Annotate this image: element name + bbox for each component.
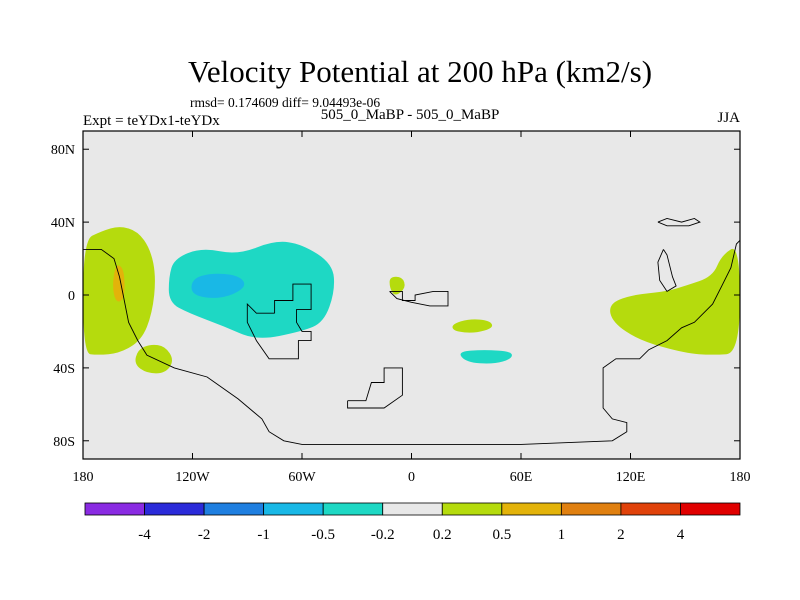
positive-anomaly-indian-ocean xyxy=(452,319,493,333)
case-label: 505_0_MaBP - 505_0_MaBP xyxy=(321,107,500,123)
x-tick-label: 0 xyxy=(408,470,415,485)
colorbar-swatch xyxy=(680,502,741,516)
y-tick-label: 80N xyxy=(51,143,75,158)
colorbar-swatch xyxy=(441,502,503,516)
colorbar-label: -2 xyxy=(198,527,211,543)
africa-coastline xyxy=(246,283,312,360)
experiment-label: Expt = teYDx1-teYDx xyxy=(83,113,220,129)
map-plot: 180 120W 60W 0 60E 120E 180 80N 40N 0 40S 80S xyxy=(51,130,751,485)
stats-label: rmsd= 0.174609 diff= 9.04493e-06 xyxy=(190,95,380,110)
anomaly-regions xyxy=(83,227,740,374)
antarctica-coastline xyxy=(347,367,403,409)
colorbar-swatch xyxy=(263,502,324,516)
x-tick-label: 60E xyxy=(510,470,533,485)
y-tick-label: 40S xyxy=(53,362,75,377)
colorbar-swatch xyxy=(501,502,562,516)
season-label: JJA xyxy=(717,110,740,126)
positive-anomaly-east-pacific-core xyxy=(113,265,125,302)
colorbar-swatch xyxy=(84,502,145,516)
colorbar-swatch xyxy=(382,502,443,516)
colorbar-label: 2 xyxy=(617,527,625,543)
chart-title: Velocity Potential at 200 hPa (km2/s) xyxy=(188,54,652,89)
x-tick-label: 120W xyxy=(175,470,210,485)
pacific-island-coastline xyxy=(657,249,677,293)
americas-coastline xyxy=(83,239,741,445)
negative-anomaly-south-america xyxy=(168,241,335,338)
colorbar-label: 0.2 xyxy=(433,527,452,543)
y-tick-label: 40N xyxy=(51,216,75,231)
coastlines xyxy=(83,218,741,445)
asia-coastline xyxy=(657,218,701,227)
colorbar: -4 -2 -1 -0.5 -0.2 0.2 0.5 1 2 4 xyxy=(84,502,741,543)
colorbar-label: 1 xyxy=(558,527,566,543)
colorbar-swatch xyxy=(144,502,205,516)
y-tick-label: 0 xyxy=(68,289,75,304)
colorbar-label: -1 xyxy=(257,527,270,543)
colorbar-label: -4 xyxy=(138,527,151,543)
positive-anomaly-west-africa xyxy=(389,276,405,295)
colorbar-label: -0.2 xyxy=(371,527,395,543)
colorbar-swatch xyxy=(322,502,384,516)
colorbar-label: -0.5 xyxy=(311,527,335,543)
y-tick-label: 80S xyxy=(53,435,75,450)
x-tick-label: 60W xyxy=(288,470,316,485)
x-tick-label: 120E xyxy=(616,470,646,485)
positive-anomaly-west-pacific xyxy=(610,248,740,355)
europe-coastline xyxy=(389,290,449,307)
x-tick-label: 180 xyxy=(73,470,94,485)
colorbar-label: 4 xyxy=(677,527,685,543)
colorbar-swatch xyxy=(560,502,622,516)
colorbar-label: 0.5 xyxy=(492,527,511,543)
negative-anomaly-indian-ocean xyxy=(460,350,512,364)
negative-anomaly-south-america-core xyxy=(191,273,245,298)
axis-ticks: 180 120W 60W 0 60E 120E 180 80N 40N 0 40S 80S xyxy=(51,131,751,485)
colorbar-swatch xyxy=(203,502,265,516)
x-tick-label: 180 xyxy=(730,470,751,485)
colorbar-swatch xyxy=(620,502,681,516)
